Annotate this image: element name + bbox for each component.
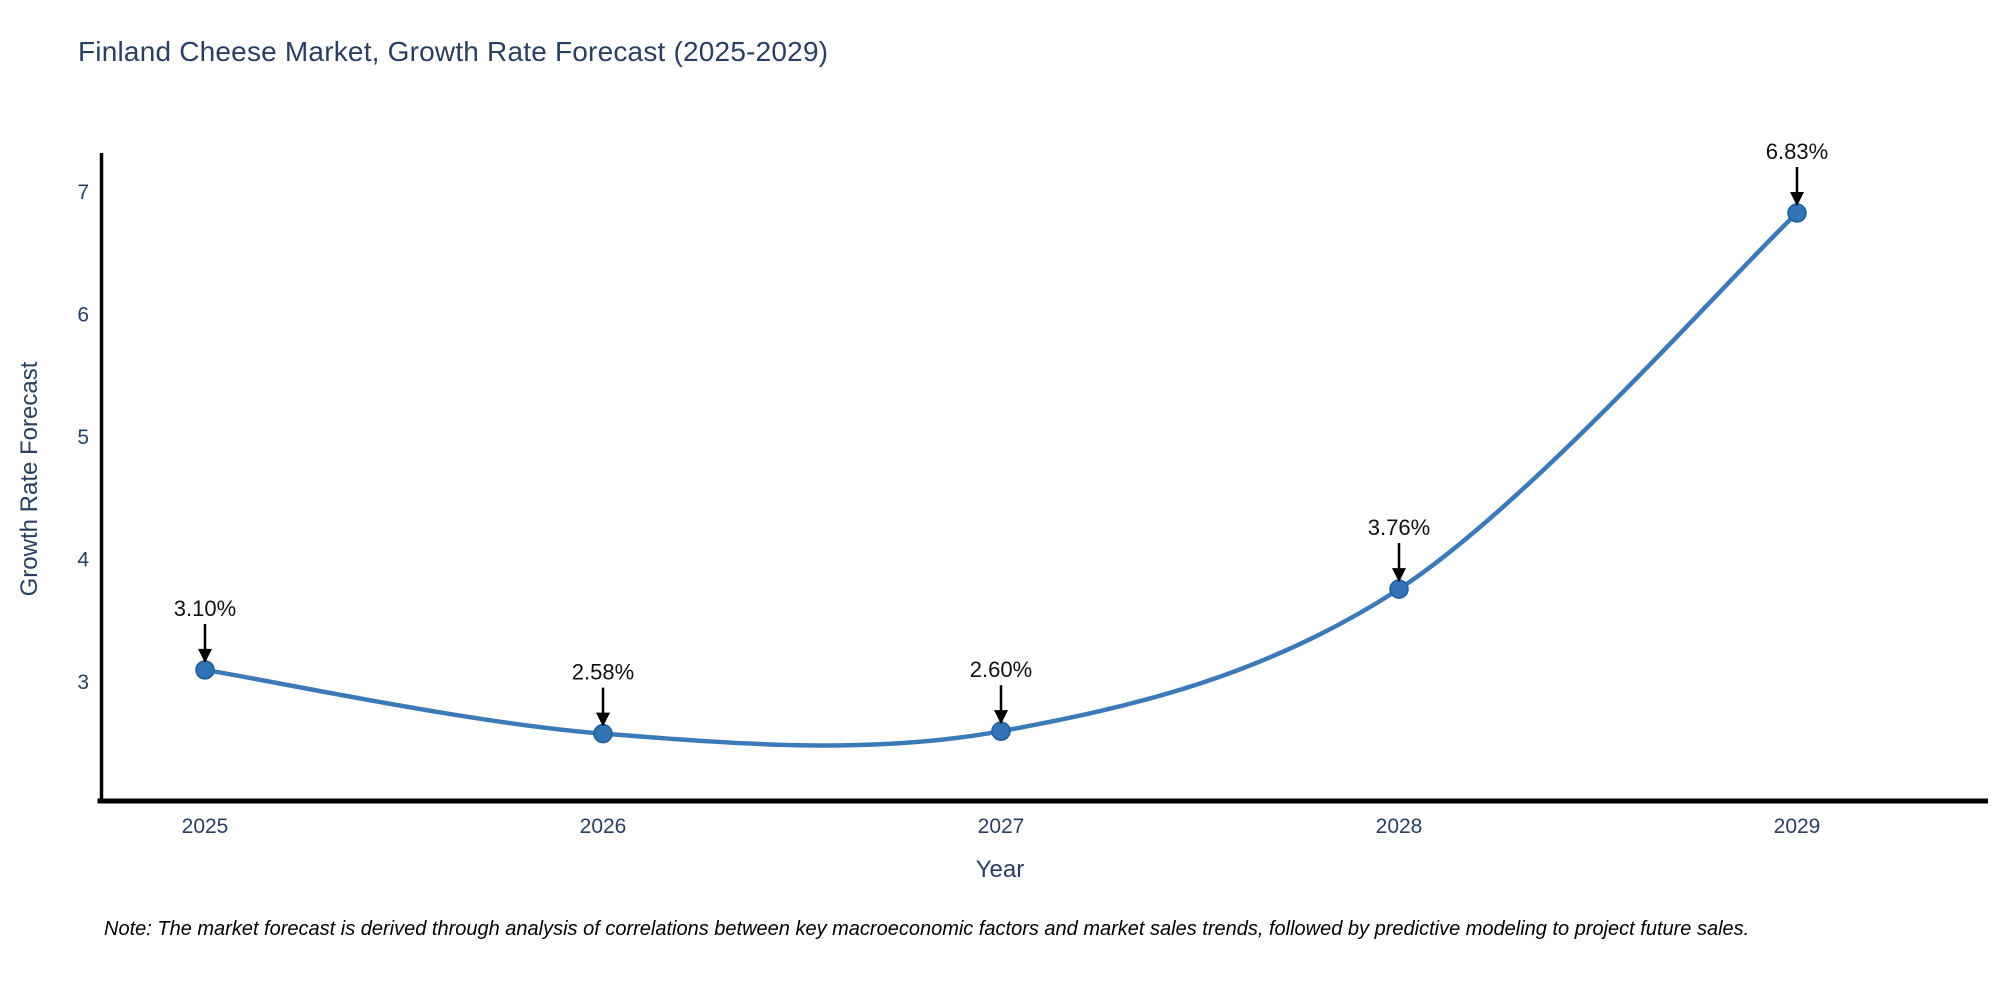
point-annotation: 2.60% — [970, 657, 1032, 682]
y-tick-label: 3 — [77, 671, 89, 694]
y-tick-label: 7 — [77, 181, 89, 204]
chart-title: Finland Cheese Market, Growth Rate Forec… — [78, 36, 829, 67]
data-point-marker — [991, 721, 1011, 741]
annotation-arrowhead — [198, 648, 212, 663]
data-point-marker — [195, 660, 215, 680]
x-tick-label: 2029 — [1774, 815, 1821, 838]
data-point-marker — [1389, 579, 1409, 599]
trend-line — [202, 210, 1800, 748]
x-axis-title: Year — [975, 856, 1025, 883]
x-tick-label: 2025 — [182, 815, 229, 838]
x-tick-label: 2026 — [580, 815, 627, 838]
point-annotation: 3.76% — [1368, 515, 1430, 540]
y-tick-label: 5 — [77, 426, 89, 449]
annotation-arrowhead — [1790, 192, 1804, 207]
x-tick-label: 2028 — [1376, 815, 1423, 838]
annotation-arrowhead — [596, 712, 610, 727]
x-tick-label: 2027 — [978, 815, 1025, 838]
point-annotation: 6.83% — [1766, 139, 1828, 164]
annotation-arrowhead — [1392, 568, 1406, 583]
point-annotation: 3.10% — [174, 596, 236, 621]
y-tick-label: 4 — [77, 549, 89, 572]
data-point-marker — [1787, 203, 1807, 223]
data-point-marker — [593, 723, 613, 744]
footnote: Note: The market forecast is derived thr… — [104, 918, 1750, 940]
point-annotation: 2.58% — [572, 660, 634, 685]
annotation-arrowhead — [994, 710, 1008, 725]
y-axis-title: Growth Rate Forecast — [16, 361, 43, 597]
y-tick-label: 6 — [77, 304, 89, 327]
